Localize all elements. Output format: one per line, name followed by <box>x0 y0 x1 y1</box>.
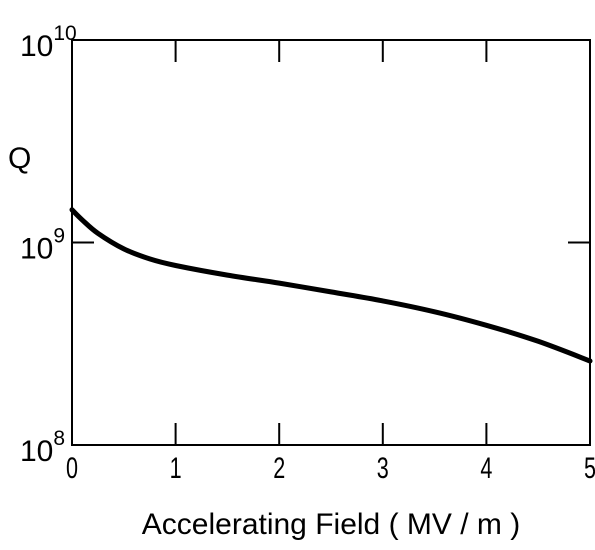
plot-frame <box>71 39 591 446</box>
y-tick-exponent: 8 <box>53 427 65 450</box>
tick-marks <box>72 40 590 445</box>
series-line <box>69 207 593 364</box>
x-tick-label: 0 <box>66 450 78 484</box>
x-tick-label: 5 <box>584 450 595 484</box>
y-tick-label: 109 <box>20 225 65 266</box>
y-tick-exponent: 10 <box>53 22 76 45</box>
y-tick-label: 108 <box>20 427 65 468</box>
x-tick-label: 3 <box>377 450 389 484</box>
y-tick-exponent: 9 <box>53 225 65 248</box>
x-tick-label: 4 <box>480 450 492 484</box>
y-tick-base: 10 <box>20 30 53 63</box>
y-tick-base: 10 <box>20 435 53 468</box>
y-tick-label: 1010 <box>20 22 77 63</box>
x-tick-label: 1 <box>170 450 182 484</box>
y-axis-label: Q <box>8 142 31 175</box>
y-tick-base: 10 <box>20 233 53 266</box>
x-axis-label: Accelerating Field ( MV / m ) <box>142 508 520 541</box>
x-tick-label: 2 <box>273 450 285 484</box>
